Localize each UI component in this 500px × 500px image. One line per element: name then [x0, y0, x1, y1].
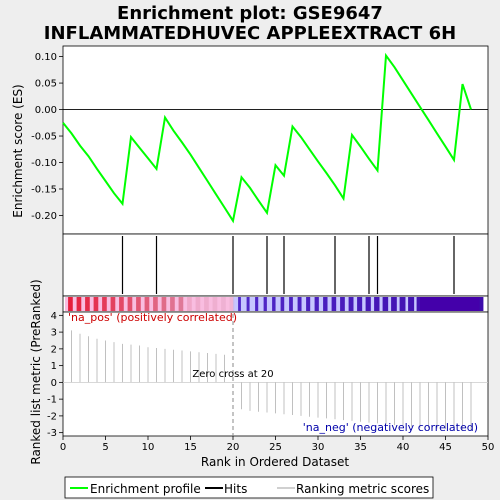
- colorbar-stripe-pos: [128, 297, 133, 311]
- colorbar-stripe-neg: [264, 297, 267, 311]
- colorbar-stripe-neg: [340, 297, 345, 311]
- legend: Enrichment profile Hits Ranking metric s…: [65, 477, 433, 498]
- colorbar-stripe-pos: [230, 297, 235, 311]
- colorbar-stripe-pos: [196, 297, 201, 311]
- colorbar-stripe-pos: [119, 297, 124, 311]
- x-tick-label: 45: [439, 442, 452, 453]
- colorbar-stripe-pos: [68, 297, 73, 311]
- metric-y-tick-label: -2: [47, 411, 57, 422]
- colorbar-stripe-neg: [349, 297, 354, 311]
- colorbar-stripe-neg: [238, 297, 241, 311]
- colorbar-stripe-neg: [374, 297, 379, 311]
- x-tick-label: 50: [482, 442, 495, 453]
- colorbar-stripe-neg: [315, 297, 319, 311]
- colorbar-stripe-pos: [153, 297, 158, 311]
- colorbar-stripe-neg: [366, 297, 371, 311]
- chart-title-line1: Enrichment plot: GSE9647: [117, 3, 383, 24]
- x-tick-label: 35: [354, 442, 367, 453]
- colorbar-stripe-neg: [289, 297, 293, 311]
- es-y-tick-label: -0.20: [31, 211, 57, 222]
- x-tick-label: 25: [269, 442, 282, 453]
- chart-title-line2: INFLAMMATEDHUVEC APPLEEXTRACT 6H: [44, 23, 456, 44]
- es-y-axis-label: Enrichment score (ES): [11, 84, 25, 217]
- colorbar-stripe-pos: [94, 297, 99, 311]
- colorbar-stripe-neg: [391, 297, 397, 311]
- neg-correlated-label: 'na_neg' (negatively correlated): [303, 421, 478, 434]
- colorbar-stripe-pos: [102, 297, 107, 311]
- colorbar-stripe-neg: [383, 297, 389, 311]
- colorbar-stripe-neg: [298, 297, 302, 311]
- colorbar-stripe-neg: [357, 297, 362, 311]
- x-tick-label: 10: [142, 442, 155, 453]
- x-axis-label: Rank in Ordered Dataset: [201, 455, 349, 469]
- colorbar-stripe-pos: [145, 297, 150, 311]
- colorbar-stripe-neg: [272, 297, 275, 311]
- colorbar-stripe-neg: [400, 297, 406, 311]
- hits-panel: [63, 234, 488, 296]
- es-y-tick-label: -0.10: [31, 158, 57, 169]
- metric-y-tick-label: 4: [51, 311, 57, 322]
- colorbar-stripe-pos: [187, 297, 192, 311]
- colorbar-stripe-pos: [204, 297, 209, 311]
- metric-y-tick-label: 1: [51, 361, 57, 372]
- metric-y-tick-label: 3: [51, 328, 57, 339]
- es-y-tick-label: 0.05: [35, 79, 57, 90]
- colorbar-stripe-neg: [281, 297, 285, 311]
- colorbar-stripe-pos: [213, 297, 218, 311]
- colorbar-stripe-pos: [162, 297, 167, 311]
- colorbar-stripe-neg: [255, 297, 258, 311]
- colorbar-stripe-neg: [247, 297, 250, 311]
- es-y-tick-label: 0.00: [35, 105, 57, 116]
- colorbar-stripe-neg: [332, 297, 337, 311]
- x-tick-label: 40: [397, 442, 410, 453]
- x-tick-label: 20: [227, 442, 240, 453]
- metric-y-tick-label: 2: [51, 344, 57, 355]
- x-tick-label: 15: [184, 442, 197, 453]
- metric-panel: [63, 312, 488, 436]
- es-y-tick-label: -0.15: [31, 184, 57, 195]
- pos-correlated-label: 'na_pos' (positively correlated): [68, 311, 237, 324]
- x-tick-label: 0: [60, 442, 66, 453]
- x-tick-label: 5: [102, 442, 108, 453]
- colorbar-stripe-pos: [111, 297, 116, 311]
- es-y-tick-label: -0.05: [31, 132, 57, 143]
- es-y-tick-label: 0.10: [35, 52, 57, 63]
- colorbar-stripe-neg: [323, 297, 327, 311]
- colorbar-stripe-pos: [170, 297, 175, 311]
- legend-enrichment-label: Enrichment profile: [90, 482, 201, 496]
- colorbar-stripe-neg: [408, 297, 414, 311]
- x-tick-label: 30: [312, 442, 325, 453]
- metric-y-tick-label: -1: [47, 395, 57, 406]
- colorbar-stripe-pos: [77, 297, 82, 311]
- es-panel: [63, 46, 488, 234]
- legend-metric-label: Ranking metric scores: [296, 482, 429, 496]
- metric-y-axis-label: Ranked list metric (PreRanked): [29, 279, 43, 464]
- metric-y-tick-label: -3: [47, 428, 57, 439]
- colorbar-stripe-pos: [221, 297, 226, 311]
- colorbar-dense-neg: [420, 297, 480, 311]
- zero-cross-label: Zero cross at 20: [192, 369, 273, 380]
- colorbar-stripe-pos: [179, 297, 184, 311]
- colorbar-stripe-pos: [85, 297, 90, 311]
- metric-y-tick-label: 0: [51, 378, 57, 389]
- legend-hits-label: Hits: [224, 482, 247, 496]
- colorbar-stripe-pos: [136, 297, 141, 311]
- colorbar-stripe-neg: [306, 297, 310, 311]
